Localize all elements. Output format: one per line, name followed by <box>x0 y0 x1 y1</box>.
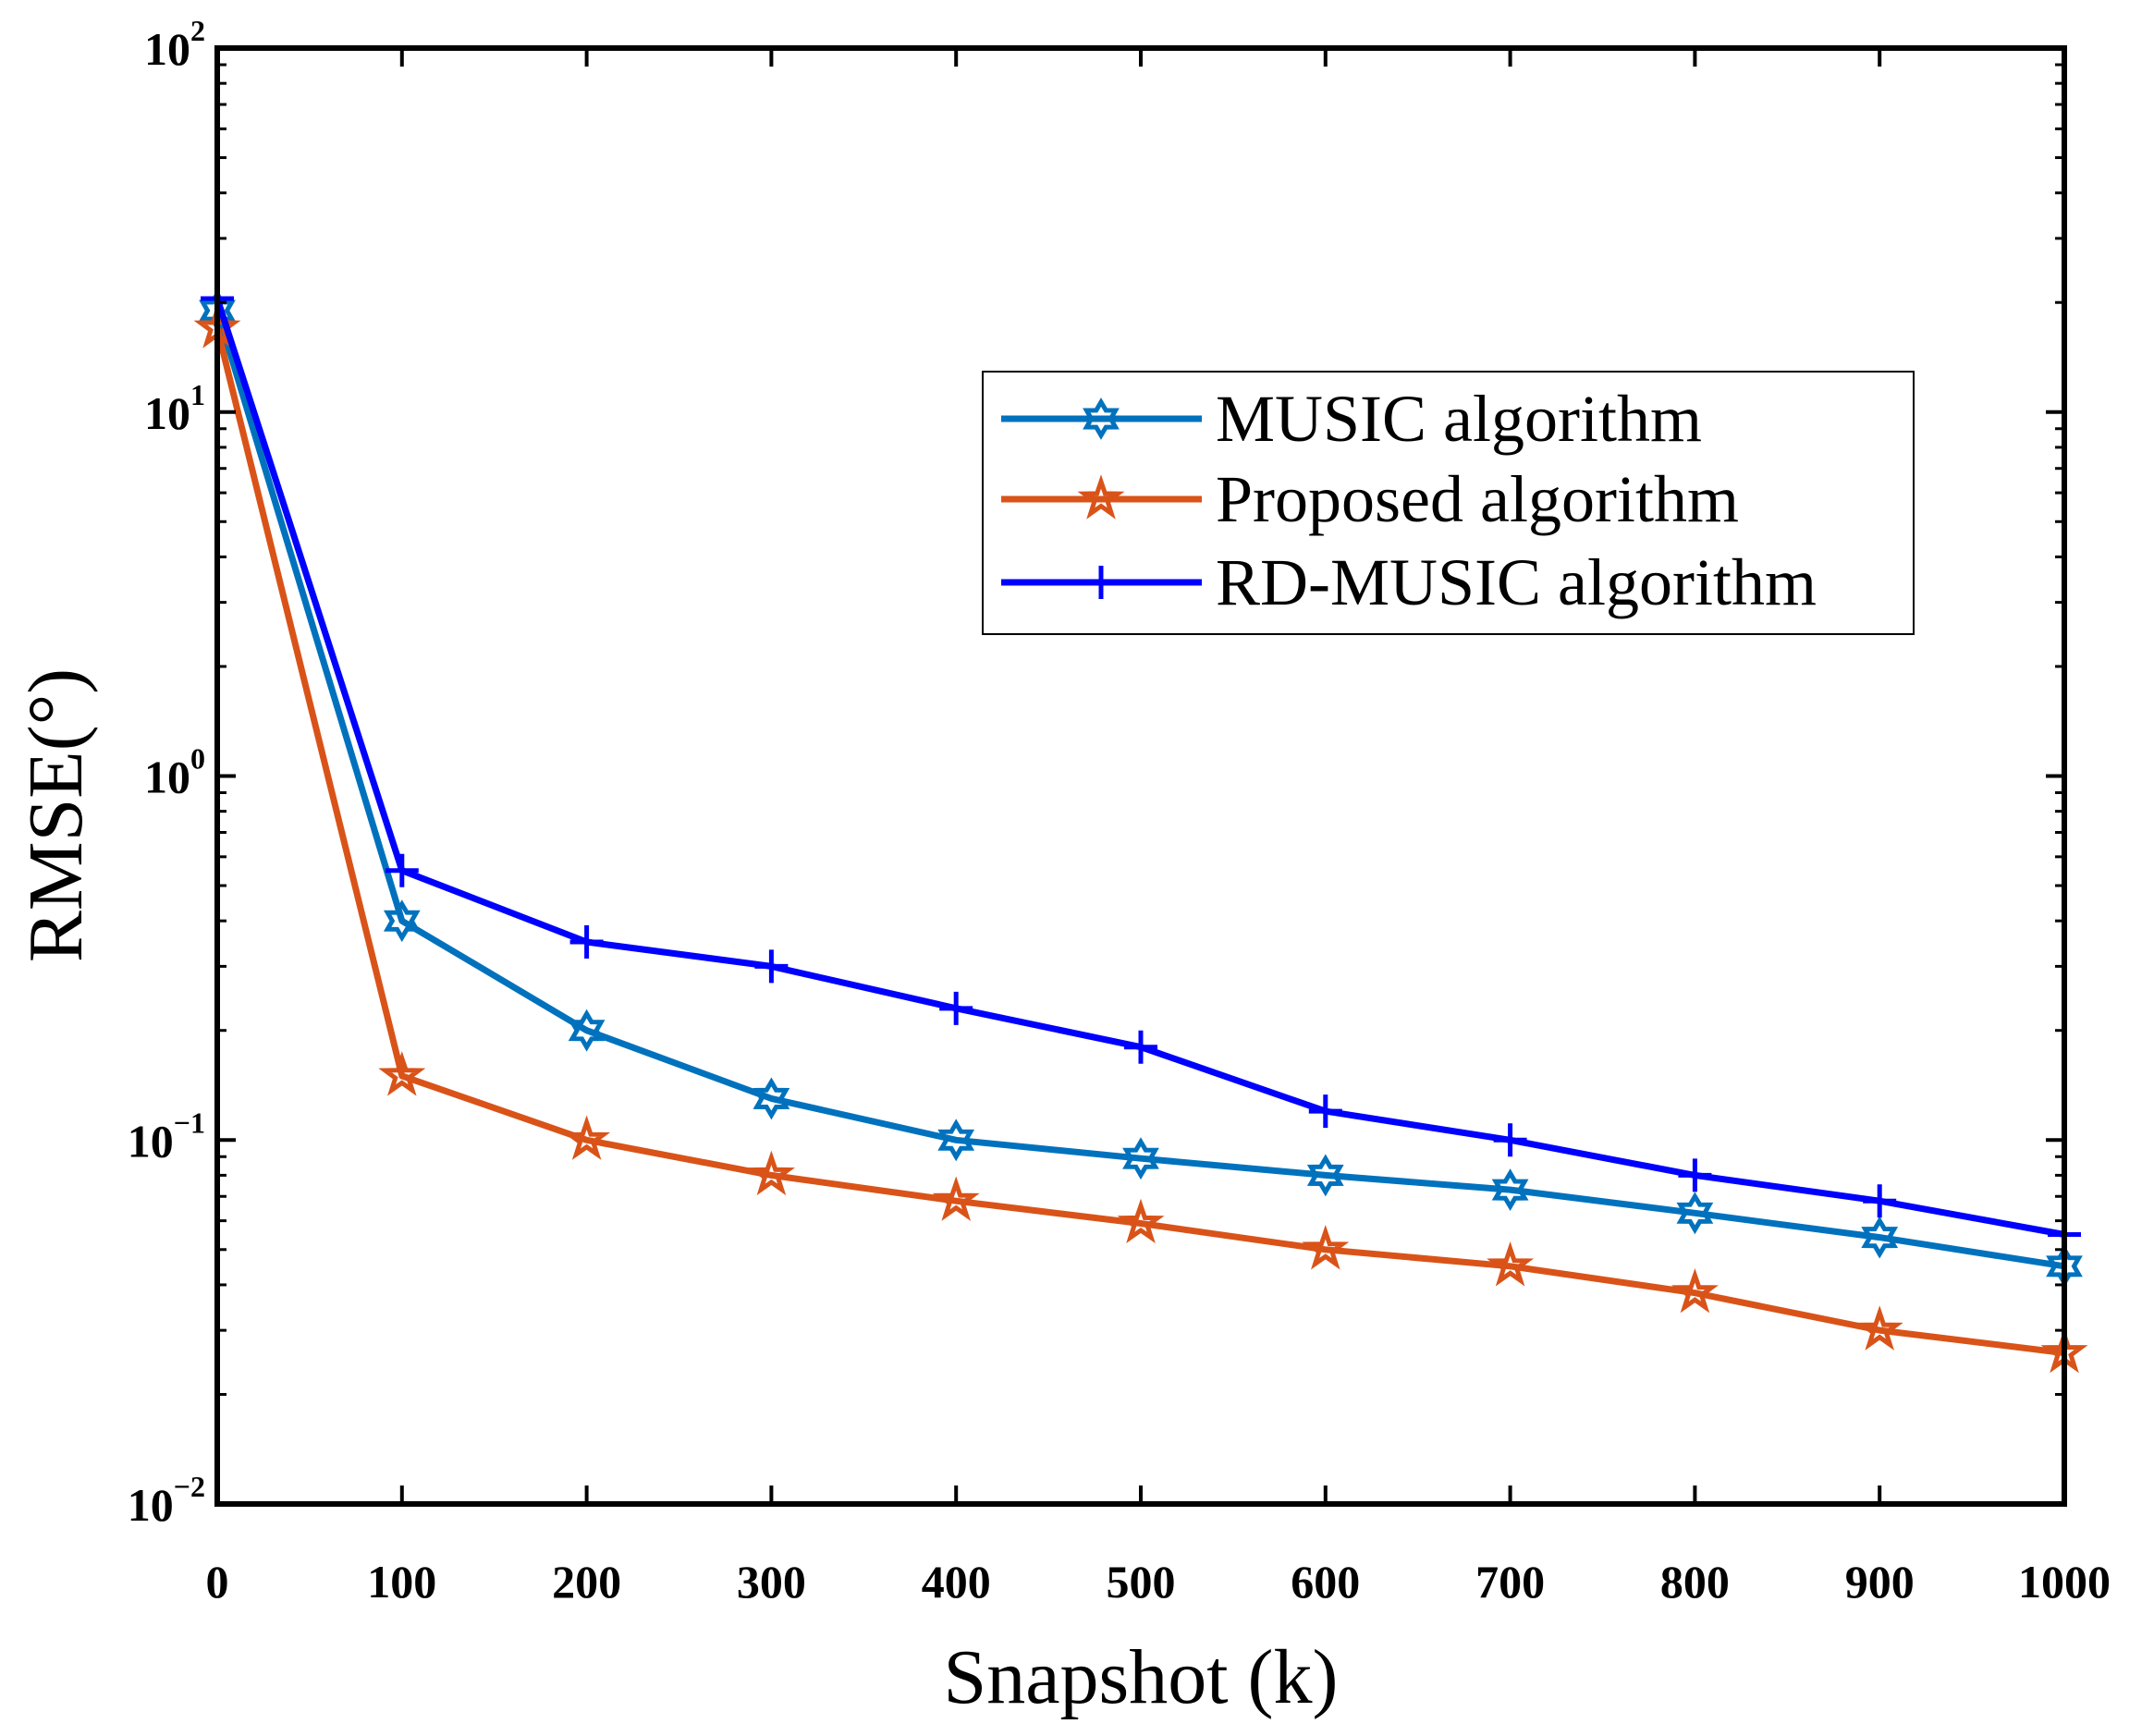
legend-marker-proposed-algorithm <box>1077 474 1125 520</box>
x-tick-labels: 0 100 200 300 400 500 600 700 800 900 1000 <box>206 1556 2111 1608</box>
data-point-proposed-algorithm <box>1487 1241 1535 1287</box>
data-point-proposed-algorithm <box>1302 1225 1350 1270</box>
y-axis-title: RMSE(°) <box>13 668 99 962</box>
x-tick-label: 600 <box>1291 1556 1360 1608</box>
data-point-proposed-algorithm <box>563 1115 611 1160</box>
data-point-music-algorithm <box>1491 1168 1529 1212</box>
legend-marker-music-algorithm <box>1083 397 1120 440</box>
data-point-music-algorithm <box>937 1119 975 1162</box>
series-line-proposed-algorithm <box>214 327 2065 1357</box>
x-tick-label: 700 <box>1475 1556 1545 1608</box>
legend-label-rd-music-algorithm: RD-MUSIC algorithm <box>1216 545 1817 619</box>
x-tick-label: 0 <box>206 1556 229 1608</box>
y-tick-label: 10−2 <box>128 1470 205 1531</box>
data-point-proposed-algorithm <box>1671 1267 1719 1314</box>
data-point-rd-music-algorithm <box>385 853 419 887</box>
y-tick-label: 10−1 <box>128 1106 205 1167</box>
data-point-proposed-algorithm <box>1117 1198 1165 1244</box>
series-line-music-algorithm <box>214 309 2065 1270</box>
data-point-rd-music-algorithm <box>1863 1184 1897 1218</box>
y-tick-label: 102 <box>144 14 205 75</box>
ticks-layer <box>215 46 2066 1506</box>
data-point-proposed-algorithm <box>932 1176 980 1221</box>
data-point-music-algorithm <box>1122 1137 1159 1180</box>
legend-label-music-algorithm: MUSIC algorithm <box>1216 382 1702 456</box>
legend-marker-rd-music-algorithm <box>1084 566 1118 599</box>
data-point-music-algorithm <box>1676 1192 1714 1235</box>
y-tick-labels: 10−2 10−1 100 101 102 <box>128 14 205 1531</box>
x-tick-label: 400 <box>922 1556 991 1608</box>
data-point-music-algorithm <box>1306 1154 1344 1197</box>
x-axis-title: Snapshot (k) <box>944 1634 1339 1720</box>
legend-label-proposed-algorithm: Proposed algorithm <box>1216 462 1739 536</box>
plot-area <box>217 48 2064 1504</box>
x-tick-label: 100 <box>367 1556 436 1608</box>
x-tick-label: 500 <box>1107 1556 1176 1608</box>
data-point-rd-music-algorithm <box>754 949 789 984</box>
data-point-music-algorithm <box>568 1009 606 1052</box>
data-point-music-algorithm <box>1861 1216 1899 1259</box>
data-point-proposed-algorithm <box>378 1051 426 1096</box>
x-tick-label: 900 <box>1845 1556 1915 1608</box>
x-tick-label: 200 <box>552 1556 621 1608</box>
x-tick-label: 1000 <box>2018 1556 2111 1608</box>
x-tick-label: 300 <box>737 1556 806 1608</box>
series-layer <box>193 281 2088 1374</box>
data-point-rd-music-algorithm <box>1678 1158 1712 1192</box>
y-tick-label: 100 <box>144 742 205 803</box>
x-tick-label: 800 <box>1660 1556 1730 1608</box>
data-point-rd-music-algorithm <box>939 991 973 1025</box>
data-point-music-algorithm <box>753 1077 790 1120</box>
data-point-rd-music-algorithm <box>1493 1123 1527 1157</box>
data-point-rd-music-algorithm <box>1124 1030 1157 1064</box>
data-point-proposed-algorithm <box>747 1150 795 1196</box>
y-tick-label: 101 <box>144 378 205 439</box>
data-point-rd-music-algorithm <box>1308 1094 1342 1129</box>
data-point-music-algorithm <box>383 899 421 943</box>
data-point-rd-music-algorithm <box>569 925 604 960</box>
legend-box <box>982 371 1915 635</box>
data-point-proposed-algorithm <box>1855 1305 1903 1351</box>
